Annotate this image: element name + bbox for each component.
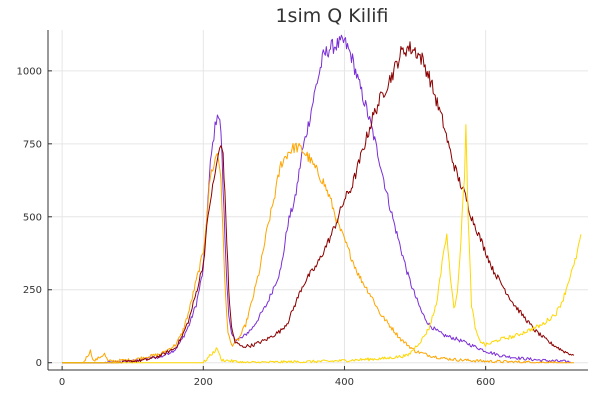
y-tick-label-3: 750 bbox=[23, 139, 42, 150]
y-tick-label-0: 0 bbox=[36, 358, 42, 369]
chart-title: 1sim Q Kilifi bbox=[275, 5, 388, 27]
y-tick-label-2: 500 bbox=[23, 212, 42, 223]
x-tick-label-0: 0 bbox=[59, 377, 65, 388]
x-tick-label-2: 400 bbox=[335, 377, 354, 388]
tick-labels: 0 200 400 600 0 250 500 750 1000 bbox=[17, 66, 496, 388]
x-tick-label-3: 600 bbox=[476, 377, 495, 388]
x-tick-label-1: 200 bbox=[194, 377, 213, 388]
axes bbox=[47, 30, 588, 371]
series-group bbox=[62, 34, 582, 364]
y-tick-label-1: 250 bbox=[23, 285, 42, 296]
series-line-1 bbox=[62, 142, 574, 364]
y-tick-label-4: 1000 bbox=[17, 66, 42, 77]
series-line-2 bbox=[62, 41, 575, 364]
series-line-3 bbox=[62, 124, 582, 364]
series-line-0 bbox=[62, 34, 571, 364]
